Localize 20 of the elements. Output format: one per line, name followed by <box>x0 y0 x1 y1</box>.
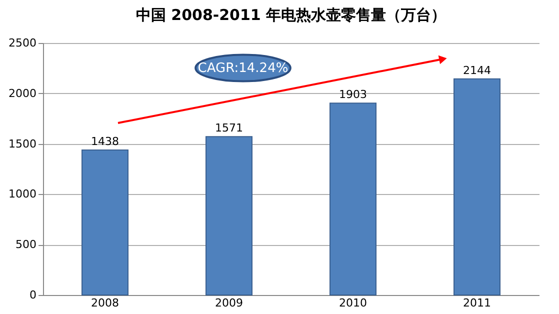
y-tick-label: 1500 <box>8 137 36 150</box>
y-tick-label: 0 <box>30 288 36 302</box>
chart-title: 中国 2008-2011 年电热水壶零售量（万台） <box>136 6 446 24</box>
data-label: 2144 <box>463 64 491 77</box>
y-tick-label: 2000 <box>8 86 36 100</box>
bar <box>82 150 128 296</box>
y-tick-label: 2500 <box>8 36 36 50</box>
x-tick-label: 2011 <box>463 296 491 310</box>
data-label: 1438 <box>91 135 119 148</box>
y-tick-label: 1000 <box>8 188 36 201</box>
y-tick-label: 500 <box>16 238 36 252</box>
x-tick-label: 2010 <box>339 296 367 310</box>
bar <box>330 102 376 296</box>
x-tick-label: 2009 <box>215 296 243 310</box>
bar <box>206 136 252 296</box>
annotation: CAGR:14.24% <box>198 61 288 76</box>
bar <box>454 78 500 296</box>
data-label: 1571 <box>215 122 243 135</box>
data-label: 1903 <box>339 88 367 102</box>
x-tick-label: 2008 <box>91 296 119 310</box>
